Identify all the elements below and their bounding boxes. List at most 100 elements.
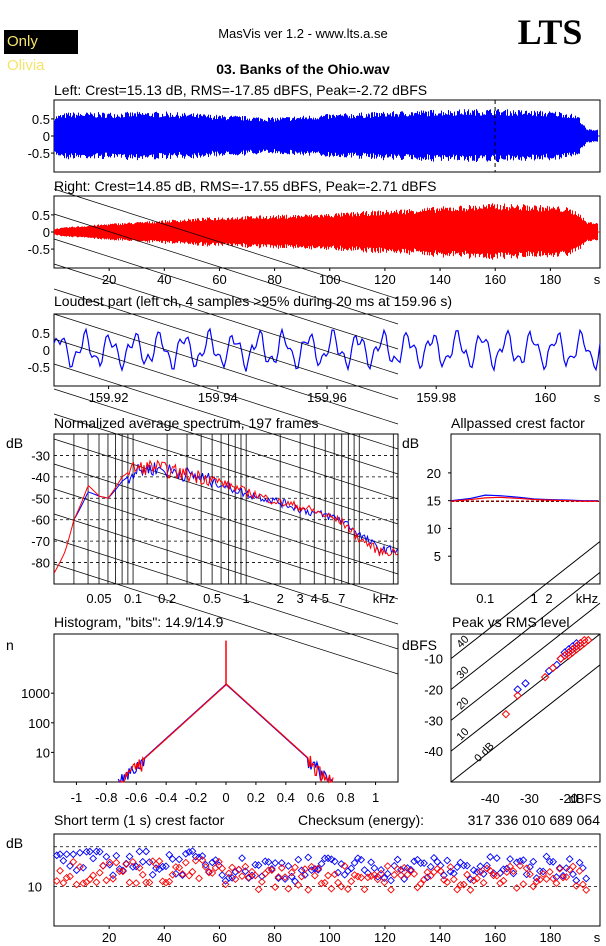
short-term-point-left bbox=[380, 874, 389, 883]
spectrum-xtick-label: 0.1 bbox=[124, 591, 142, 606]
short-term-point-right bbox=[95, 868, 104, 877]
peak-rms-xtick-label: -30 bbox=[520, 791, 539, 806]
spectrum-slope-line bbox=[53, 188, 399, 300]
spectrum-series-right bbox=[54, 459, 398, 574]
short-term-point-right bbox=[72, 880, 81, 889]
short-term-point-left bbox=[59, 856, 68, 865]
short-term-point-right bbox=[324, 871, 332, 880]
short-term-point-left bbox=[99, 861, 107, 870]
peak-rms-point-right bbox=[513, 691, 522, 700]
short-term-point-left bbox=[254, 861, 263, 870]
short-term-point-left bbox=[350, 858, 359, 867]
spectrum-frame bbox=[53, 433, 399, 585]
peak-rms-xtick-label: dBFS bbox=[569, 791, 602, 806]
short-term-point-left bbox=[529, 857, 538, 866]
short-term-point-right bbox=[320, 878, 329, 887]
short-term-point-right bbox=[304, 886, 313, 894]
spectrum-slope-line bbox=[53, 313, 399, 425]
short-term-xtick-label: 20 bbox=[102, 930, 116, 945]
short-term-point-left bbox=[367, 858, 376, 867]
short-term-point-right bbox=[125, 878, 134, 887]
short-term-point-right bbox=[473, 874, 481, 883]
peak-rms-crest-label: 30 bbox=[454, 664, 471, 681]
short-term-point-left bbox=[400, 875, 409, 883]
short-term-point-left bbox=[453, 863, 462, 871]
short-term-point-left bbox=[347, 864, 356, 873]
peak-rms-xtick-label: -40 bbox=[481, 791, 500, 806]
short-term-point-right bbox=[410, 869, 419, 878]
spectrum-xtick-label: 4 bbox=[311, 591, 318, 606]
short-term-point-right bbox=[479, 878, 488, 887]
spectrum-xtick-label: 2 bbox=[277, 591, 284, 606]
short-term-point-right bbox=[244, 873, 253, 882]
short-term-point-right bbox=[109, 874, 117, 883]
short-term-point-right bbox=[69, 858, 78, 866]
short-term-ylabel: dB bbox=[6, 835, 23, 851]
short-term-xtick-label: s bbox=[594, 930, 601, 945]
short-term-point-right bbox=[291, 863, 299, 872]
short-term-point-right bbox=[436, 867, 445, 876]
peak-rms-point-right bbox=[501, 709, 511, 719]
short-term-point-left bbox=[539, 867, 548, 876]
short-term-point-left bbox=[188, 847, 197, 856]
short-term-point-right bbox=[416, 879, 425, 888]
short-term-point-right bbox=[334, 878, 342, 887]
spectrum-ytick-label: -80 bbox=[31, 556, 50, 571]
histogram-ytick-label: 10 bbox=[36, 745, 50, 760]
right-waveform-ytick-label: 0.5 bbox=[32, 208, 50, 223]
short-term-point-left bbox=[512, 858, 521, 867]
short-term-point-left bbox=[572, 876, 581, 885]
peak-rms-ytick-label: -30 bbox=[424, 713, 443, 728]
short-term-point-right bbox=[277, 864, 286, 872]
spectrum-slope-line bbox=[53, 388, 399, 500]
short-term-point-left bbox=[446, 867, 455, 876]
short-term-xtick-label: 140 bbox=[429, 930, 451, 945]
right-waveform-xtick-label: 140 bbox=[429, 272, 451, 287]
short-term-point-left bbox=[119, 866, 127, 875]
peak-rms-crest-line bbox=[450, 664, 601, 783]
short-term-point-left bbox=[132, 862, 141, 871]
spectrum-slope-line bbox=[53, 538, 399, 650]
short-term-point-right bbox=[168, 870, 177, 879]
short-term-point-right bbox=[89, 871, 98, 880]
short-term-point-left bbox=[479, 870, 488, 878]
short-term-point-left bbox=[337, 860, 346, 868]
short-term-point-right bbox=[92, 878, 101, 887]
spectrum-ytick-label: -50 bbox=[31, 491, 50, 506]
album-badge-label: Only Olivia bbox=[7, 33, 45, 74]
short-term-point-right bbox=[466, 886, 475, 894]
short-term-point-right bbox=[294, 881, 303, 889]
peak-rms-crest-label: 0 dB bbox=[472, 740, 496, 764]
short-term-point-right bbox=[258, 877, 266, 886]
short-term-xtick-label: 60 bbox=[212, 930, 226, 945]
peak-rms-crest-line bbox=[450, 602, 601, 721]
short-term-point-left bbox=[89, 854, 98, 863]
loudest-part-ytick-label: 0.5 bbox=[32, 326, 50, 341]
short-term-point-right bbox=[191, 856, 200, 865]
peak-rms-ytick-label: -10 bbox=[424, 652, 443, 667]
short-term-point-right bbox=[449, 875, 458, 884]
histogram-series-right bbox=[118, 683, 334, 784]
spectrum-slope-line bbox=[53, 488, 399, 600]
crest-ytick-label: 5 bbox=[434, 549, 441, 564]
short-term-point-right bbox=[516, 861, 524, 870]
short-term-point-left bbox=[95, 847, 104, 856]
short-term-point-right bbox=[301, 865, 309, 874]
spectrum-xtick-label: 0.5 bbox=[203, 591, 221, 606]
short-term-point-right bbox=[575, 867, 584, 875]
right-waveform-xtick-label: 60 bbox=[212, 272, 226, 287]
short-term-point-right bbox=[231, 875, 240, 884]
short-term-point-left bbox=[267, 864, 276, 873]
short-term-point-right bbox=[198, 856, 207, 865]
short-term-point-right bbox=[572, 881, 581, 890]
short-term-point-right bbox=[158, 877, 167, 886]
short-term-point-right bbox=[122, 860, 131, 869]
spectrum-ytick-label: -60 bbox=[31, 513, 50, 528]
right-waveform-xtick-label: 20 bbox=[102, 272, 116, 287]
short-term-point-left bbox=[506, 855, 514, 863]
short-term-point-right bbox=[353, 872, 362, 881]
short-term-point-left bbox=[238, 854, 246, 863]
short-term-point-right bbox=[426, 872, 435, 880]
short-term-point-left bbox=[423, 873, 432, 882]
short-term-point-right bbox=[79, 879, 88, 888]
